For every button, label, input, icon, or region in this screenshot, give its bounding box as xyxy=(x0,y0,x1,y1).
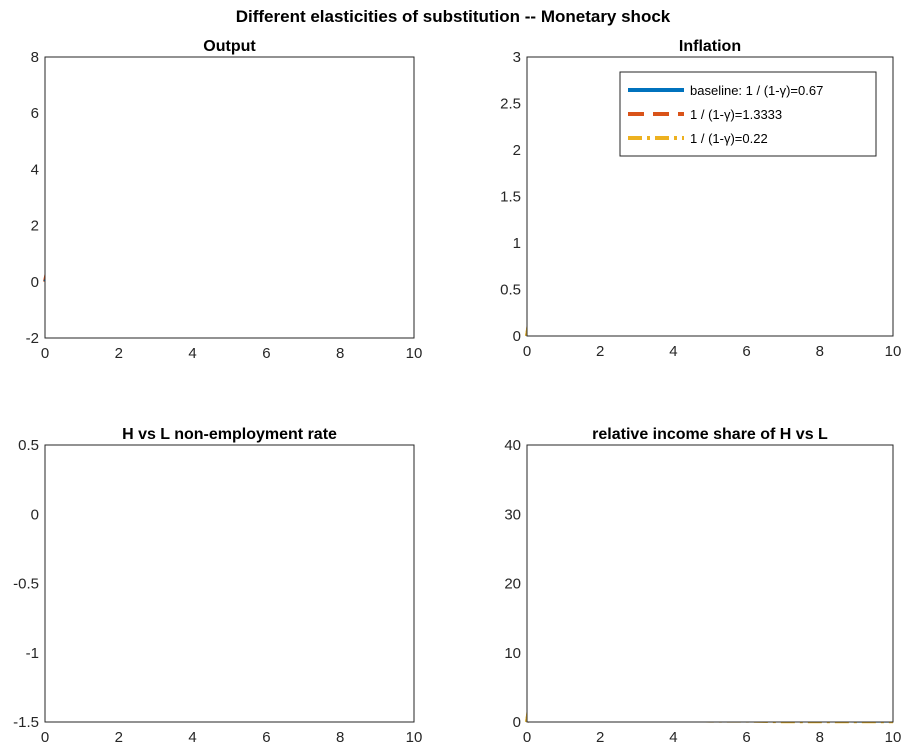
x-tick-label: 0 xyxy=(41,345,49,362)
x-tick-label: 10 xyxy=(885,729,902,746)
plot-frame xyxy=(526,444,894,723)
x-tick-label: 6 xyxy=(262,729,270,746)
y-tick-label: 0 xyxy=(513,714,521,731)
x-tick-label: 8 xyxy=(816,343,824,360)
panel-title: Output xyxy=(203,38,256,55)
plot-frame xyxy=(44,444,415,723)
chart-panel-3: 0 2 4 6 8 10 -1.5 -1 -0.5 0 0.5 H vs L non-employme… xyxy=(13,426,422,746)
x-tick-label: 4 xyxy=(669,343,677,360)
chart-panel-4: 0 2 4 6 8 10 0 10 20 30 40 relative income share of… xyxy=(504,426,901,746)
plot-frame xyxy=(44,56,415,339)
legend-label-high: 1 / (1-γ)=1.3333 xyxy=(690,107,782,122)
x-tick-label: 4 xyxy=(188,729,196,746)
x-tick-label: 8 xyxy=(816,729,824,746)
y-tick-label: 4 xyxy=(31,161,39,178)
legend-label-baseline: baseline: 1 / (1-γ)=0.67 xyxy=(690,83,823,98)
x-tick-label: 6 xyxy=(742,729,750,746)
y-tick-label: 0 xyxy=(31,506,39,523)
x-tick-label: 2 xyxy=(596,343,604,360)
x-tick-label: 8 xyxy=(336,345,344,362)
panel-title: Inflation xyxy=(679,38,741,55)
x-tick-label: 4 xyxy=(188,345,196,362)
x-tick-label: 4 xyxy=(669,729,677,746)
x-tick-label: 0 xyxy=(41,729,49,746)
panel-title: relative income share of H vs L xyxy=(592,426,828,443)
x-tick-label: 6 xyxy=(742,343,750,360)
y-tick-label: 2.5 xyxy=(500,96,521,113)
x-tick-label: 10 xyxy=(406,345,423,362)
figure-title: Different elasticities of substitution -… xyxy=(236,7,671,26)
y-tick-label: 3 xyxy=(513,49,521,66)
y-tick-label: 20 xyxy=(504,576,521,593)
x-tick-label: 2 xyxy=(115,345,123,362)
x-tick-label: 0 xyxy=(523,729,531,746)
y-tick-label: 2 xyxy=(513,142,521,159)
y-tick-label: 2 xyxy=(31,218,39,235)
x-tick-label: 2 xyxy=(596,729,604,746)
x-tick-label: 2 xyxy=(115,729,123,746)
y-tick-label: 6 xyxy=(31,105,39,122)
y-tick-label: 0 xyxy=(31,274,39,291)
legend: baseline: 1 / (1-γ)=0.67 1 / (1-γ)=1.3333… xyxy=(619,71,877,157)
x-tick-label: 8 xyxy=(336,729,344,746)
x-tick-label: 10 xyxy=(406,729,423,746)
y-tick-label: 0 xyxy=(513,328,521,345)
y-tick-label: -1.5 xyxy=(13,714,39,731)
legend-label-low: 1 / (1-γ)=0.22 xyxy=(690,131,768,146)
y-tick-label: 40 xyxy=(504,437,521,454)
y-tick-label: 1.5 xyxy=(500,189,521,206)
panel-title: H vs L non-employment rate xyxy=(122,426,337,443)
y-tick-label: 0.5 xyxy=(500,282,521,299)
x-tick-label: 0 xyxy=(523,343,531,360)
y-tick-label: -1 xyxy=(26,645,39,662)
y-tick-label: -2 xyxy=(26,330,39,347)
y-tick-label: 1 xyxy=(513,235,521,252)
x-tick-label: 6 xyxy=(262,345,270,362)
x-tick-label: 10 xyxy=(885,343,902,360)
y-tick-label: 30 xyxy=(504,506,521,523)
y-tick-label: 0.5 xyxy=(18,437,39,454)
y-tick-label: -0.5 xyxy=(13,576,39,593)
y-tick-label: 8 xyxy=(31,49,39,66)
y-tick-label: 10 xyxy=(504,645,521,662)
